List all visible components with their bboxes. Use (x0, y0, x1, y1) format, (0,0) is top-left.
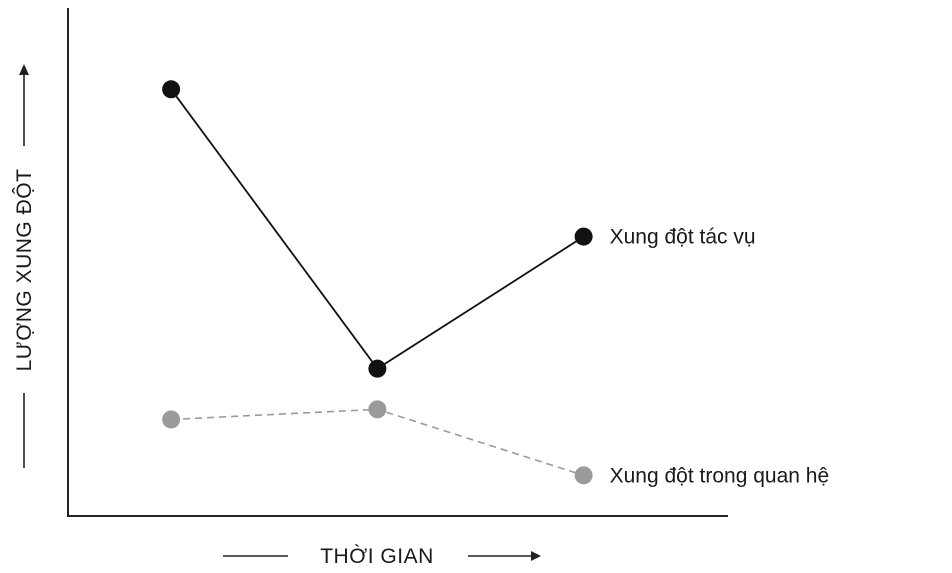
series-line (171, 408, 584, 477)
y-axis-arrow-head (19, 64, 29, 75)
y-axis-title-group: LƯỢNG XUNG ĐỘT (13, 64, 36, 468)
data-point (162, 80, 181, 99)
series-label: Xung đột tác vụ (610, 226, 756, 249)
x-axis-title-group: THỜI GIAN (223, 545, 541, 568)
chart-axes (67, 8, 728, 517)
series-label-layer: Xung đột trong quan hệ Xung đột tác vụ (610, 226, 830, 488)
data-point (574, 466, 593, 485)
data-point (368, 400, 387, 419)
data-point (574, 227, 593, 246)
series-0 (162, 80, 593, 378)
data-point (368, 359, 387, 378)
series-label: Xung đột trong quan hệ (610, 464, 830, 487)
series-layer (162, 80, 593, 485)
series-line (170, 88, 585, 370)
series-1 (162, 400, 593, 485)
y-axis-title: LƯỢNG XUNG ĐỘT (13, 169, 36, 372)
data-point (162, 410, 181, 429)
x-axis-title: THỜI GIAN (320, 545, 434, 568)
x-axis-arrow-head (531, 551, 541, 561)
